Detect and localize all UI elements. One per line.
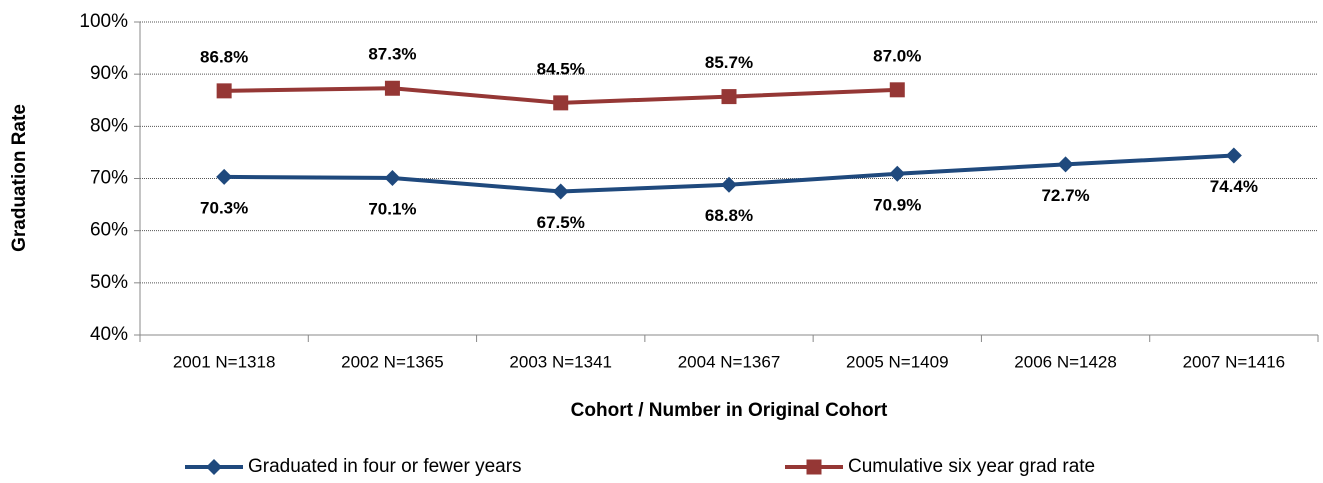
legend-label: Cumulative six year grad rate	[848, 456, 1095, 477]
data-label: 87.3%	[368, 45, 416, 64]
data-label: 70.3%	[200, 198, 248, 217]
x-tick-label: 2005 N=1409	[846, 352, 949, 371]
y-axis-title: Graduation Rate	[9, 104, 30, 252]
x-tick-label: 2006 N=1428	[1014, 352, 1117, 371]
data-label: 70.9%	[873, 195, 921, 214]
data-label: 72.7%	[1041, 186, 1089, 205]
legend-label: Graduated in four or fewer years	[248, 456, 522, 477]
y-tick-label: 80%	[90, 115, 128, 136]
y-tick-label: 50%	[90, 272, 128, 293]
data-point	[553, 95, 569, 111]
y-tick-label: 60%	[90, 220, 128, 241]
x-tick-label: 2004 N=1367	[678, 352, 781, 371]
x-tick-label: 2001 N=1318	[173, 352, 276, 371]
data-point	[889, 82, 905, 98]
data-point	[1057, 156, 1074, 173]
legend-marker	[806, 459, 822, 475]
data-point	[216, 168, 233, 185]
data-label: 70.1%	[368, 199, 416, 218]
data-label: 87.0%	[873, 46, 921, 65]
y-tick-label: 90%	[90, 63, 128, 84]
y-tick-label: 40%	[90, 324, 128, 345]
y-tick-label: 100%	[79, 11, 128, 32]
x-axis-title: Cohort / Number in Original Cohort	[571, 400, 888, 421]
x-tick-label: 2007 N=1416	[1183, 352, 1286, 371]
data-label: 86.8%	[200, 47, 248, 66]
data-point	[1225, 147, 1242, 164]
data-point	[721, 89, 737, 105]
data-label: 74.4%	[1210, 177, 1258, 196]
data-point	[384, 80, 400, 96]
data-label: 84.5%	[537, 59, 585, 78]
data-label: 67.5%	[537, 213, 585, 232]
y-tick-label: 70%	[90, 168, 128, 189]
data-point	[889, 165, 906, 182]
data-point	[552, 183, 569, 200]
legend-marker	[206, 459, 222, 475]
data-label: 68.8%	[705, 206, 753, 225]
data-point	[721, 176, 737, 193]
x-tick-label: 2003 N=1341	[509, 352, 612, 371]
data-label: 85.7%	[705, 53, 753, 72]
data-point	[384, 169, 401, 186]
data-point	[216, 83, 232, 99]
x-tick-label: 2002 N=1365	[341, 352, 444, 371]
